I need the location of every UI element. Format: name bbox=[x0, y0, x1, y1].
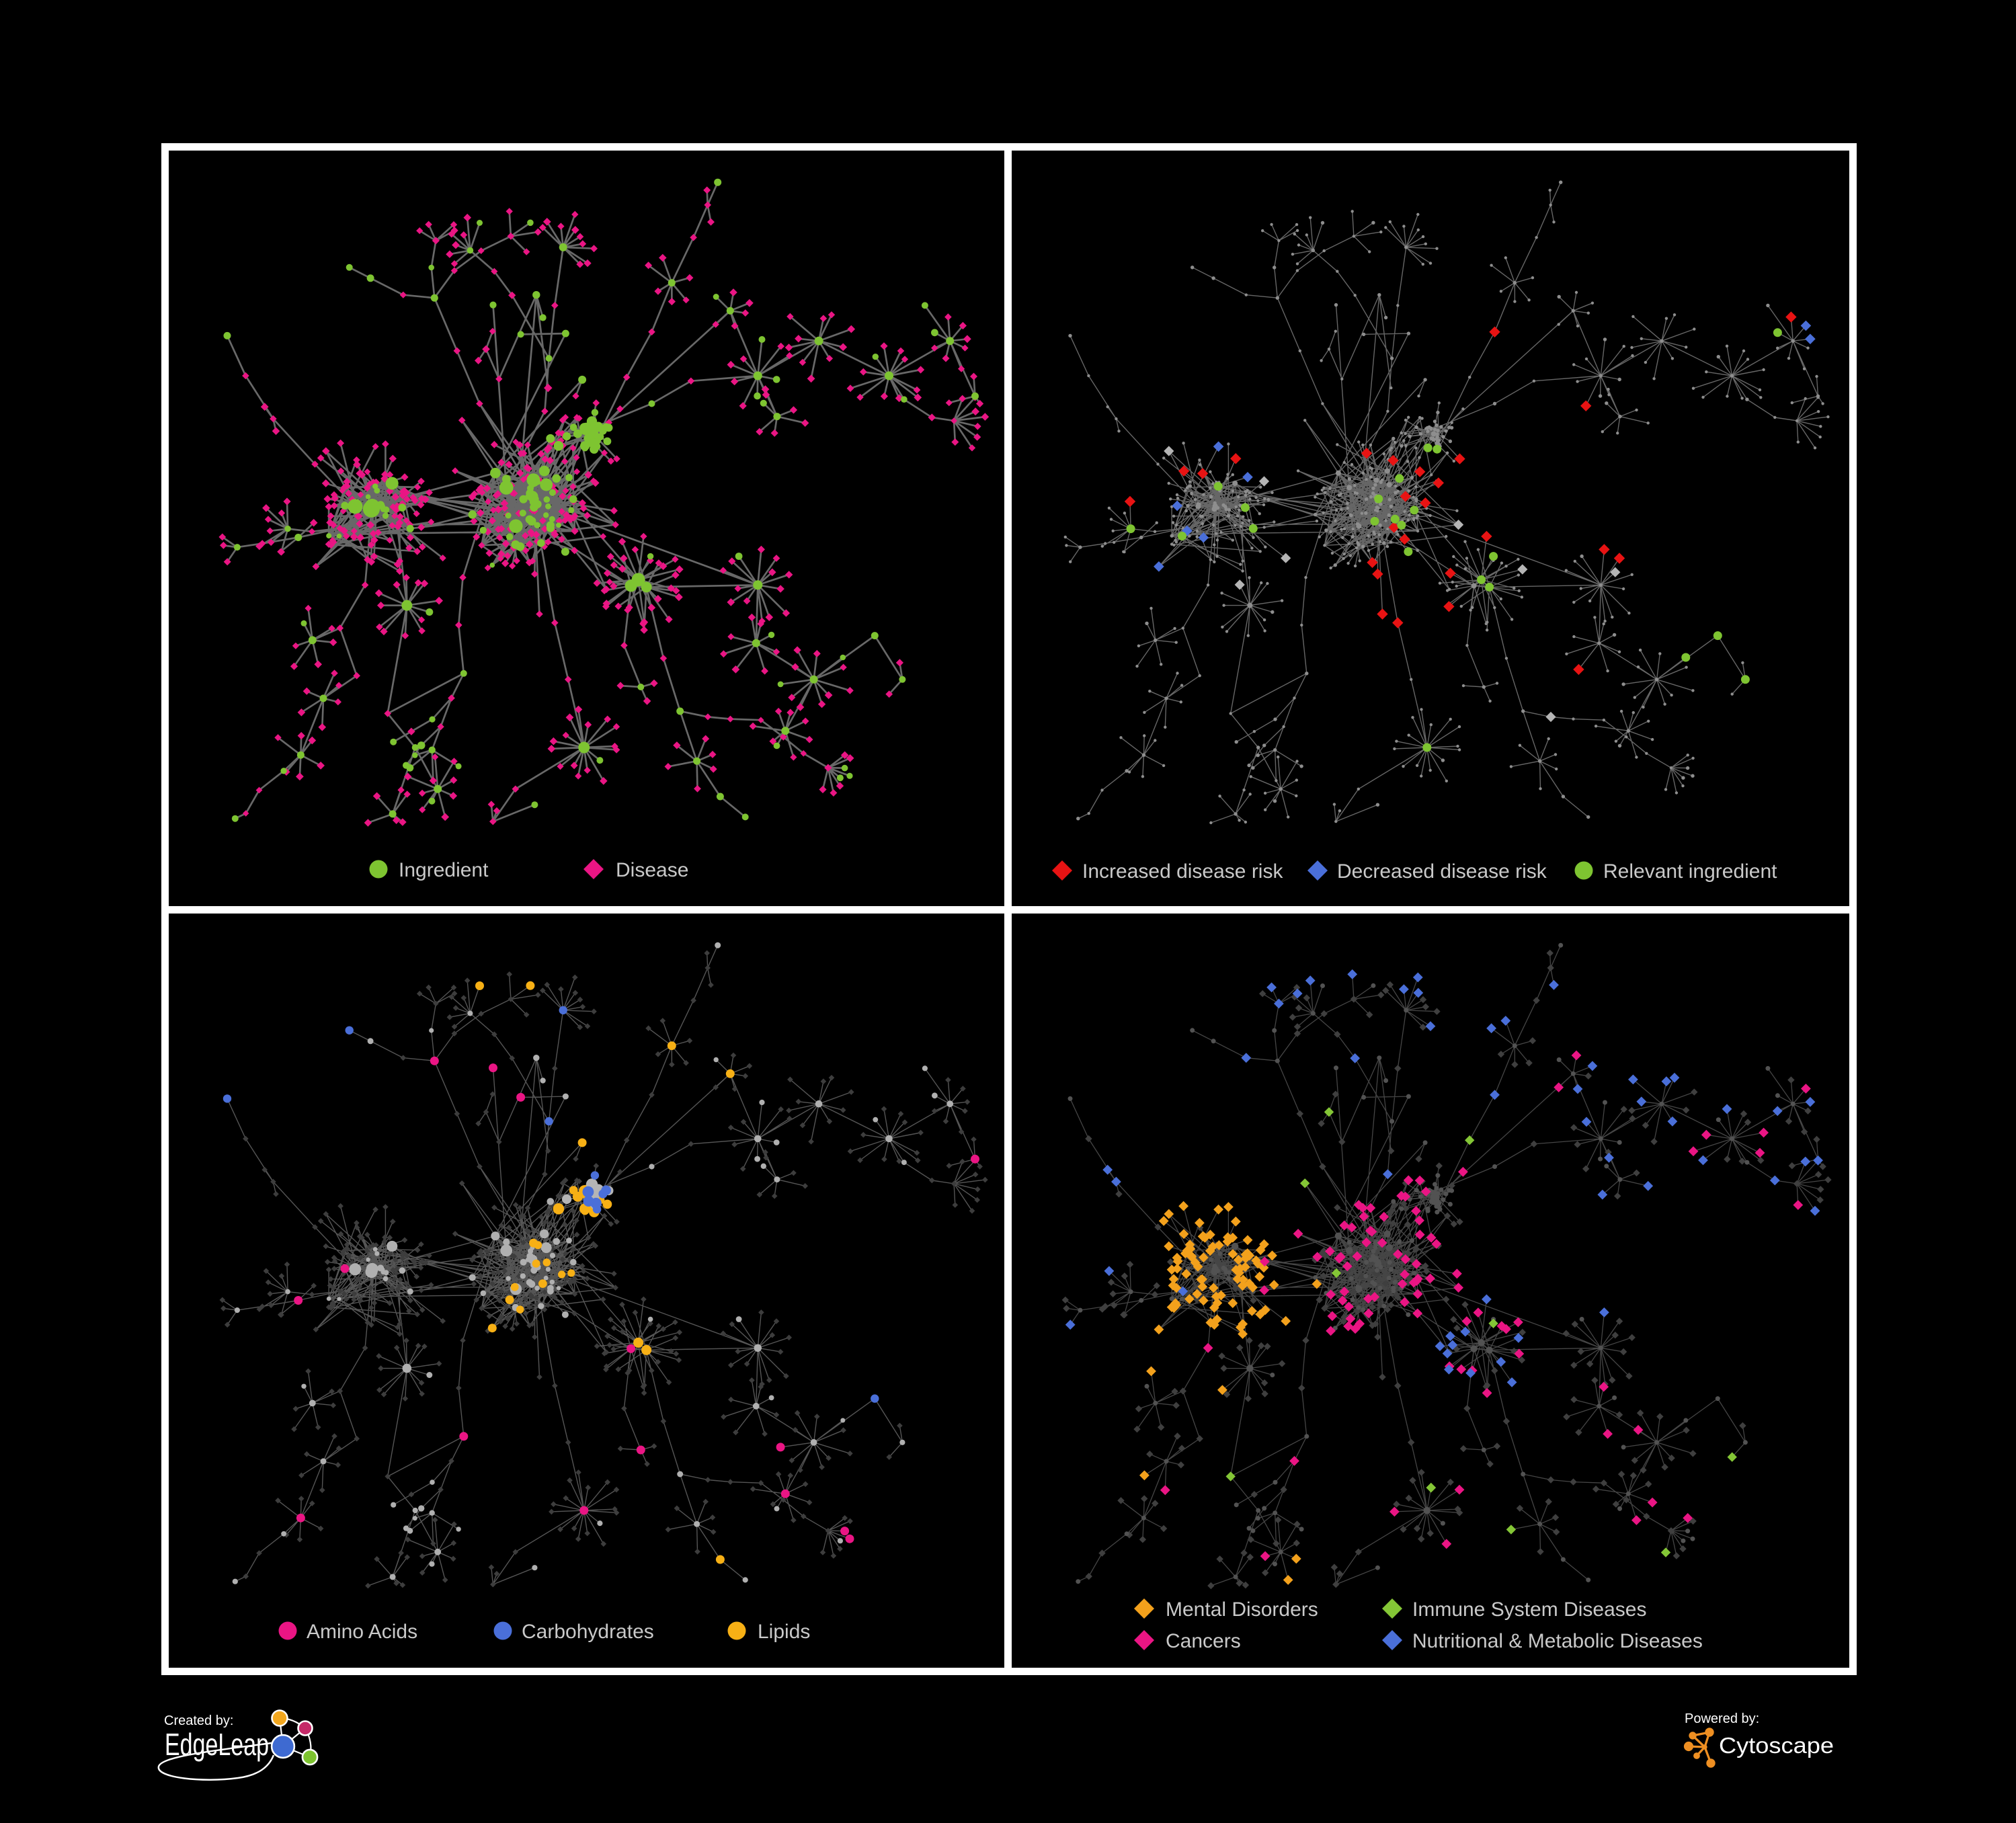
svg-text:Mental Disorders: Mental Disorders bbox=[1166, 1598, 1318, 1621]
svg-text:Cytoscape: Cytoscape bbox=[1719, 1733, 1834, 1758]
svg-text:Nutritional & Metabolic Diseas: Nutritional & Metabolic Diseases bbox=[1412, 1630, 1703, 1652]
svg-text:Immune System Diseases: Immune System Diseases bbox=[1412, 1598, 1646, 1621]
svg-text:Carbohydrates: Carbohydrates bbox=[522, 1621, 654, 1643]
svg-text:Created by:: Created by: bbox=[164, 1713, 233, 1728]
svg-text:Cancers: Cancers bbox=[1166, 1630, 1241, 1652]
svg-text:Relevant ingredient: Relevant ingredient bbox=[1603, 860, 1777, 883]
svg-text:Increased disease risk: Increased disease risk bbox=[1082, 860, 1283, 883]
svg-text:Disease: Disease bbox=[616, 859, 688, 881]
svg-text:Ingredient: Ingredient bbox=[399, 859, 489, 881]
svg-text:Lipids: Lipids bbox=[758, 1621, 810, 1643]
svg-text:Powered by:: Powered by: bbox=[1685, 1711, 1759, 1726]
svg-text:Amino Acids: Amino Acids bbox=[307, 1621, 417, 1643]
svg-text:Decreased disease risk: Decreased disease risk bbox=[1337, 860, 1547, 883]
